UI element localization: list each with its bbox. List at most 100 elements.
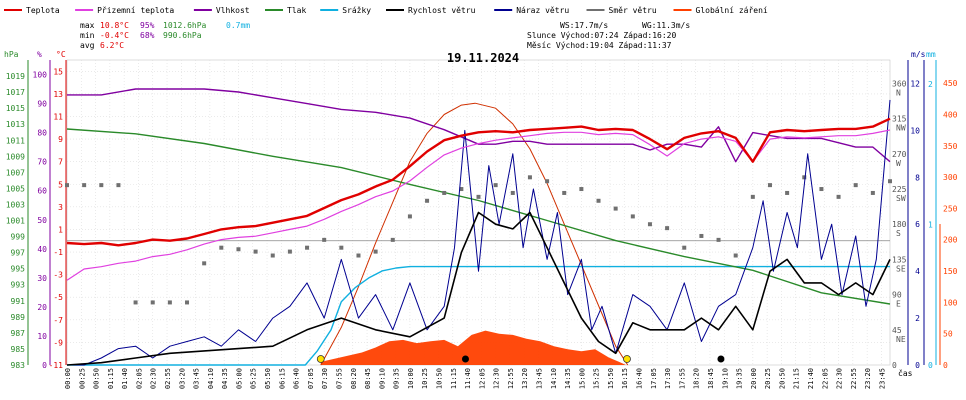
stats-avg-temp: 6.2°C	[100, 41, 124, 50]
humidity-tick-label: 30	[37, 274, 47, 283]
wind-direction-point	[253, 249, 258, 254]
wind-direction-point	[596, 198, 601, 203]
temperature-tick-label: 3	[58, 203, 63, 212]
x-tick-label: 20:50	[778, 368, 786, 389]
x-tick-label: 13:20	[521, 368, 529, 389]
wind-direction-point	[219, 245, 224, 250]
wind-direction-point	[99, 183, 104, 188]
legend-label: Vlhkost	[216, 6, 250, 15]
humidity-tick-label: 40	[37, 245, 47, 254]
wind-direction-point	[442, 190, 447, 195]
humidity-tick-label: 20	[37, 303, 47, 312]
pressure-tick-label: 995	[11, 265, 26, 274]
wind-direction-point	[579, 187, 584, 192]
temperature-tick-label: 7	[58, 158, 63, 167]
direction-tick-label: 135	[892, 255, 907, 264]
legend-label: Globální záření	[696, 6, 768, 15]
legend-label: Náraz větru	[516, 6, 569, 15]
stats-avg-label: avg	[80, 41, 95, 50]
pressure-tick-label: 993	[11, 281, 26, 290]
x-tick-label: 07:05	[307, 368, 315, 389]
stats-max-rain: 0.7mm	[226, 21, 250, 30]
temperature-tick-label: -3	[53, 271, 63, 280]
radiation-tick-label: 50	[943, 330, 953, 339]
moon-marker	[717, 355, 725, 363]
wind-direction-point	[853, 183, 858, 188]
direction-tick-label: 225	[892, 185, 907, 194]
wind-direction-point	[802, 175, 807, 180]
temperature-tick-label: -1	[53, 248, 63, 257]
stats-min-label: min	[80, 31, 95, 40]
radiation-tick-label: 450	[943, 79, 958, 88]
direction-cardinal-label: E	[896, 300, 901, 309]
pressure-unit: hPa	[4, 50, 19, 59]
radiation-tick-label: 0	[943, 361, 948, 370]
wind-direction-point	[167, 300, 172, 305]
legend-label: Směr větru	[609, 6, 657, 15]
pressure-tick-label: 997	[11, 249, 26, 258]
radiation-tick-label: 400	[943, 110, 958, 119]
x-tick-label: 04:35	[221, 368, 229, 389]
radiation-tick-label: 100	[943, 298, 958, 307]
stats-max-press: 1012.6hPa	[163, 21, 207, 30]
pressure-tick-label: 1015	[6, 104, 25, 113]
wind-direction-point	[888, 179, 892, 184]
x-tick-label: 12:05	[478, 368, 486, 389]
stats-max-hum: 95%	[140, 21, 155, 30]
x-tick-label: 02:30	[150, 368, 158, 389]
wind-direction-point	[476, 194, 481, 199]
stats-min-hum: 68%	[140, 31, 155, 40]
humidity-tick-label: 50	[37, 216, 47, 225]
x-tick-label: 06:15	[278, 368, 286, 389]
pressure-tick-label: 991	[11, 297, 26, 306]
x-tick-label: 14:10	[550, 368, 558, 389]
rain-tick-label: 2	[928, 80, 933, 89]
wind-direction-point	[733, 253, 738, 258]
direction-tick-label: 360	[892, 79, 907, 88]
radiation-tick-label: 200	[943, 236, 958, 245]
x-tick-label: 10:50	[435, 368, 443, 389]
stats-min-press: 990.6hPa	[163, 31, 202, 40]
x-tick-label: 19:35	[736, 368, 744, 389]
wind-direction-point	[133, 300, 138, 305]
wind-direction-point	[425, 198, 430, 203]
x-tick-label: 22:30	[836, 368, 844, 389]
wind-direction-point	[373, 249, 378, 254]
stats-min-temp: -0.4°C	[100, 31, 129, 40]
wind-direction-point	[630, 214, 635, 219]
x-tick-label: 18:45	[707, 368, 715, 389]
wind-tick-label: 2	[915, 314, 920, 323]
wind-direction-point	[82, 183, 87, 188]
temperature-tick-label: 15	[53, 67, 63, 76]
humidity-tick-label: 100	[33, 71, 48, 80]
info-ws: WS:17.7m/s	[560, 21, 608, 30]
direction-cardinal-label: W	[896, 159, 901, 168]
humidity-tick-label: 0	[42, 361, 47, 370]
x-tick-label: 17:55	[678, 368, 686, 389]
x-tick-label: 05:50	[264, 368, 272, 389]
stats-max-label: max	[80, 21, 95, 30]
legend-label: Srážky	[342, 6, 371, 15]
x-tick-label: 17:05	[650, 368, 658, 389]
wind-unit: m/s	[911, 50, 926, 59]
wind-direction-point	[356, 253, 361, 258]
x-tick-label: 10:00	[407, 368, 415, 389]
direction-cardinal-label: N	[896, 88, 901, 97]
x-tick-label: 10:25	[421, 368, 429, 389]
x-tick-label: 11:40	[464, 368, 472, 389]
wind-direction-point	[647, 222, 652, 227]
temperature-tick-label: 5	[58, 180, 63, 189]
wind-tick-label: 12	[910, 79, 920, 88]
legend-label: Tlak	[287, 6, 306, 15]
wind-tick-label: 0	[915, 361, 920, 370]
direction-tick-label: 45	[892, 326, 902, 335]
x-tick-label: 20:00	[750, 368, 758, 389]
wind-direction-point	[682, 245, 687, 250]
wind-direction-point	[270, 253, 275, 258]
pressure-tick-label: 1017	[6, 88, 25, 97]
x-tick-label: 14:35	[564, 368, 572, 389]
pressure-tick-label: 999	[11, 233, 26, 242]
rain-tick-label: 0	[928, 361, 933, 370]
